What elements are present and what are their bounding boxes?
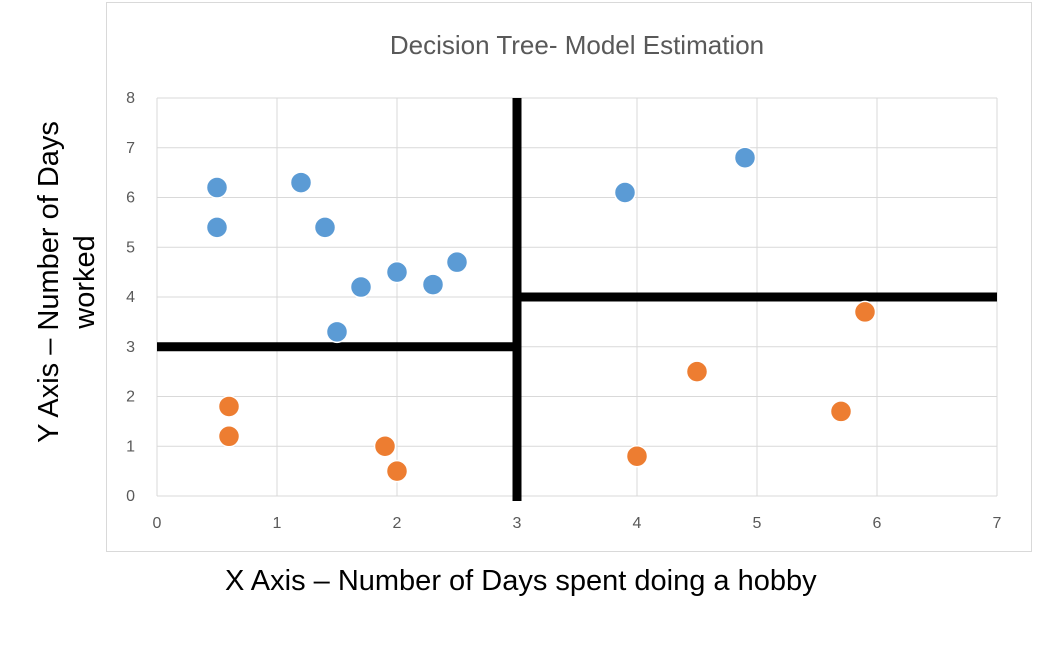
x-tick-label: 6 — [873, 515, 882, 532]
y-axis-title-line-2: worked — [69, 235, 101, 329]
x-tick-label: 0 — [153, 515, 162, 532]
blue-data-point — [325, 320, 349, 344]
y-tick-label: 8 — [126, 90, 135, 107]
orange-data-point — [217, 425, 241, 448]
orange-data-point — [853, 300, 877, 324]
chart-area: 0 1 2 3 4 5 6 7 8 0 1 2 3 4 5 6 7 Decision Tree- Model Es… — [106, 2, 1032, 552]
x-tick-label: 5 — [753, 515, 762, 532]
x-tick-label: 4 — [633, 515, 642, 532]
chart-title: Decision Tree- Model Estimation — [390, 30, 764, 60]
orange-data-point — [385, 459, 409, 483]
blue-data-point — [205, 216, 229, 239]
orange-data-point — [829, 400, 853, 423]
blue-data-point — [445, 250, 469, 274]
y-tick-label: 5 — [126, 239, 135, 256]
blue-data-point — [289, 171, 313, 194]
blue-data-point — [421, 273, 445, 296]
y-tick-label: 3 — [126, 339, 135, 356]
x-tick-label: 2 — [393, 515, 402, 532]
blue-data-point — [313, 216, 337, 239]
blue-data-point — [205, 176, 229, 199]
y-tick-label: 6 — [126, 190, 135, 207]
y-axis-title-line-1: Y Axis – Number of Days — [33, 121, 65, 443]
y-tick-label: 1 — [126, 438, 135, 455]
x-axis-title: X Axis – Number of Days spent doing a ho… — [225, 565, 817, 597]
orange-data-point — [685, 360, 709, 383]
orange-data-point — [373, 435, 397, 458]
y-tick-label: 7 — [126, 140, 135, 157]
scatter-plot: 0 1 2 3 4 5 6 7 8 0 1 2 3 4 5 6 7 Decision Tree- Model Es… — [126, 30, 1002, 532]
y-axis-title: Y Axis – Number of Days worked — [31, 72, 103, 492]
orange-data-point — [625, 444, 649, 468]
y-tick-label: 4 — [126, 289, 135, 306]
y-tick-label: 2 — [126, 389, 135, 406]
blue-data-point — [385, 260, 409, 284]
blue-data-point — [733, 146, 757, 169]
blue-data-point — [349, 275, 373, 299]
orange-data-point — [217, 395, 241, 418]
x-tick-label: 3 — [513, 515, 522, 532]
y-tick-label: 0 — [126, 488, 135, 505]
x-tick-label: 7 — [993, 515, 1002, 532]
x-tick-label: 1 — [273, 515, 282, 532]
blue-data-point — [613, 181, 637, 204]
